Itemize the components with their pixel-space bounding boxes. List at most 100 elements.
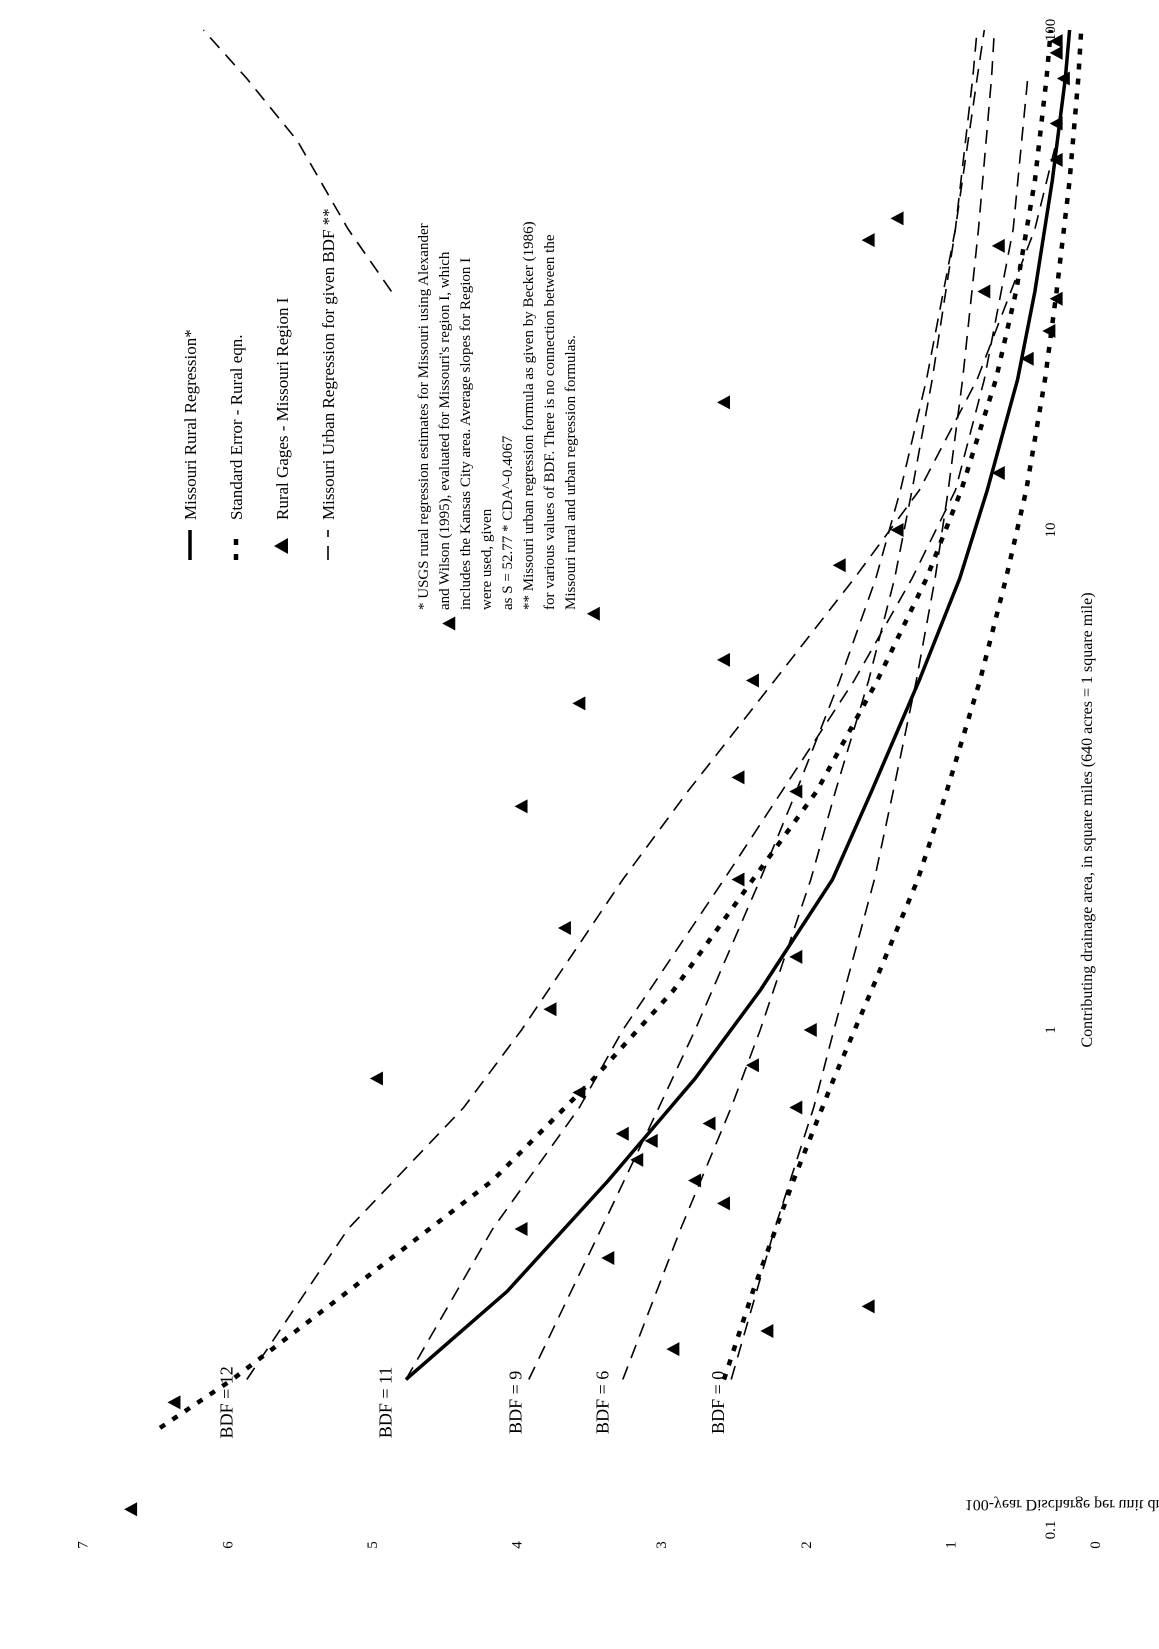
rural-gage-marker (666, 1342, 680, 1357)
rural-gage-marker (644, 1133, 658, 1148)
standard-error-line (158, 29, 1054, 1430)
footnote-line: for various values of BDF. There is no c… (542, 234, 558, 610)
rural-gage-marker (890, 523, 904, 537)
y-tick-label: 0 (1088, 1541, 1104, 1549)
bdf-label: BDF = 12 (216, 1366, 236, 1438)
footnote-line: * USGS rural regression estimates for Mi… (416, 223, 432, 610)
rural-gage-marker (702, 1116, 716, 1131)
rural-gage-marker (369, 1071, 383, 1086)
y-axis-label-group: 100-year Discharge per unit drainage are… (965, 1496, 1159, 1513)
rural-gage-marker (861, 1299, 875, 1314)
rural-gage-marker (803, 1023, 817, 1037)
bdf-label-group: BDF = 12 (216, 1366, 236, 1438)
rural-gage-marker (717, 652, 731, 667)
rural-gage-marker (789, 1100, 803, 1115)
rural-gage-marker (688, 1173, 702, 1188)
rural-gage-marker (991, 238, 1005, 253)
bdf-label: BDF = 11 (375, 1367, 395, 1439)
rural-gage-marker (514, 799, 528, 814)
y-tick-label-group: 6 (220, 1541, 236, 1549)
x-tick-label-group: 100 (1043, 19, 1059, 42)
y-tick-label-group: 7 (76, 1541, 92, 1549)
bdf-label-group: BDF = 11 (375, 1367, 395, 1439)
x-tick-label: 0.1 (1043, 1521, 1059, 1540)
rural-gage-marker (1049, 34, 1063, 49)
urban-regression-line (528, 29, 986, 1380)
rural-gage-marker (731, 770, 745, 785)
y-tick-label: 6 (220, 1541, 236, 1549)
x-tick-label-group: 0.1 (1043, 1521, 1059, 1540)
rural-gage-marker (1049, 152, 1063, 167)
footnote-line: were used, given (479, 508, 495, 610)
rural-gage-marker (717, 1196, 731, 1211)
urban-regression-line (405, 78, 1029, 1380)
rural-gage-marker (630, 1152, 644, 1167)
rural-gage-marker (572, 696, 586, 711)
footnote-line: ** Missouri urban regression formula as … (521, 221, 537, 610)
y-tick-label: 5 (365, 1541, 381, 1549)
x-axis-label: Contributing drainage area, in square mi… (1079, 592, 1096, 1047)
rural-gage-marker (745, 673, 759, 688)
rural-gage-marker (991, 466, 1005, 481)
rural-gage-marker (1020, 351, 1034, 366)
y-tick-label: 2 (799, 1541, 815, 1549)
rural-gage-marker (442, 616, 456, 631)
legend-label: Missouri Urban Regression for given BDF … (319, 208, 338, 520)
footnote-line: as S = 52.77 * CDA^-0.4067 (500, 435, 516, 610)
bdf-label-group: BDF = 6 (592, 1371, 612, 1434)
urban-regression-line (202, 29, 393, 292)
rural-gage-marker (167, 1395, 181, 1410)
x-tick-label-group: 10 (1043, 523, 1059, 538)
urban-regression-line (622, 29, 978, 1380)
y-tick-label-group: 1 (943, 1541, 959, 1549)
legend-swatch-triangle (274, 538, 288, 554)
bdf-label-group: BDF = 9 (506, 1371, 526, 1434)
rural-gage-marker (1042, 324, 1056, 339)
rural-gage-marker (1049, 291, 1063, 306)
legend-label: Rural Gages - Missouri Region I (273, 297, 292, 520)
legend-label: Standard Error - Rural eqn. (227, 334, 246, 520)
rural-regression-line (404, 29, 1072, 1381)
y-tick-label: 7 (76, 1541, 92, 1549)
y-axis-label: 100-year Discharge per unit drainage are… (965, 1496, 1159, 1513)
rural-gage-marker (543, 1002, 557, 1017)
x-tick-label: 100 (1043, 19, 1059, 42)
rural-gage-marker (572, 1085, 586, 1100)
rural-gage-marker (731, 872, 745, 887)
rural-gage-marker (1049, 45, 1063, 60)
rural-gage-marker (1049, 116, 1063, 131)
y-tick-label: 4 (510, 1541, 526, 1549)
rural-gage-marker (789, 784, 803, 799)
rural-gage-marker (890, 211, 904, 226)
bdf-label: BDF = 6 (592, 1371, 612, 1434)
rural-gage-marker (514, 1221, 528, 1236)
y-tick-label-group: 4 (510, 1541, 526, 1549)
y-tick-label-group: 3 (654, 1541, 670, 1549)
footnote-line: and Wilson (1995), evaluated for Missour… (437, 251, 453, 610)
rural-gage-marker (745, 1058, 759, 1073)
y-tick-label-group: 0 (1088, 1541, 1104, 1549)
bdf-label: BDF = 0 (708, 1371, 728, 1434)
legend: Missouri Rural Regression* Standard Error… (181, 208, 338, 560)
standard-error-line (721, 29, 1084, 1381)
bdf-label-group: BDF = 0 (708, 1371, 728, 1434)
x-tick-label: 10 (1043, 523, 1059, 538)
rural-gage-marker (586, 606, 600, 621)
urban-regression-line (730, 29, 996, 1380)
urban-regression-line (246, 140, 1058, 1380)
rural-gage-marker (717, 395, 731, 410)
y-tick-label-group: 2 (799, 1541, 815, 1549)
rural-gage-marker (760, 1324, 774, 1339)
x-axis-label-group: Contributing drainage area, in square mi… (1079, 592, 1096, 1047)
rural-gage-marker (861, 233, 875, 248)
y-tick-label-group: 5 (365, 1541, 381, 1549)
rural-gage-marker (977, 284, 991, 299)
rural-gage-marker (789, 949, 803, 964)
rural-gage-marker (601, 1250, 615, 1265)
rural-gage-marker (124, 1502, 138, 1517)
footnote-line: includes the Kansas City area. Average s… (458, 258, 474, 610)
y-tick-label: 3 (654, 1541, 670, 1549)
x-tick-label: 1 (1043, 1026, 1059, 1034)
rural-gage-marker (557, 920, 571, 935)
